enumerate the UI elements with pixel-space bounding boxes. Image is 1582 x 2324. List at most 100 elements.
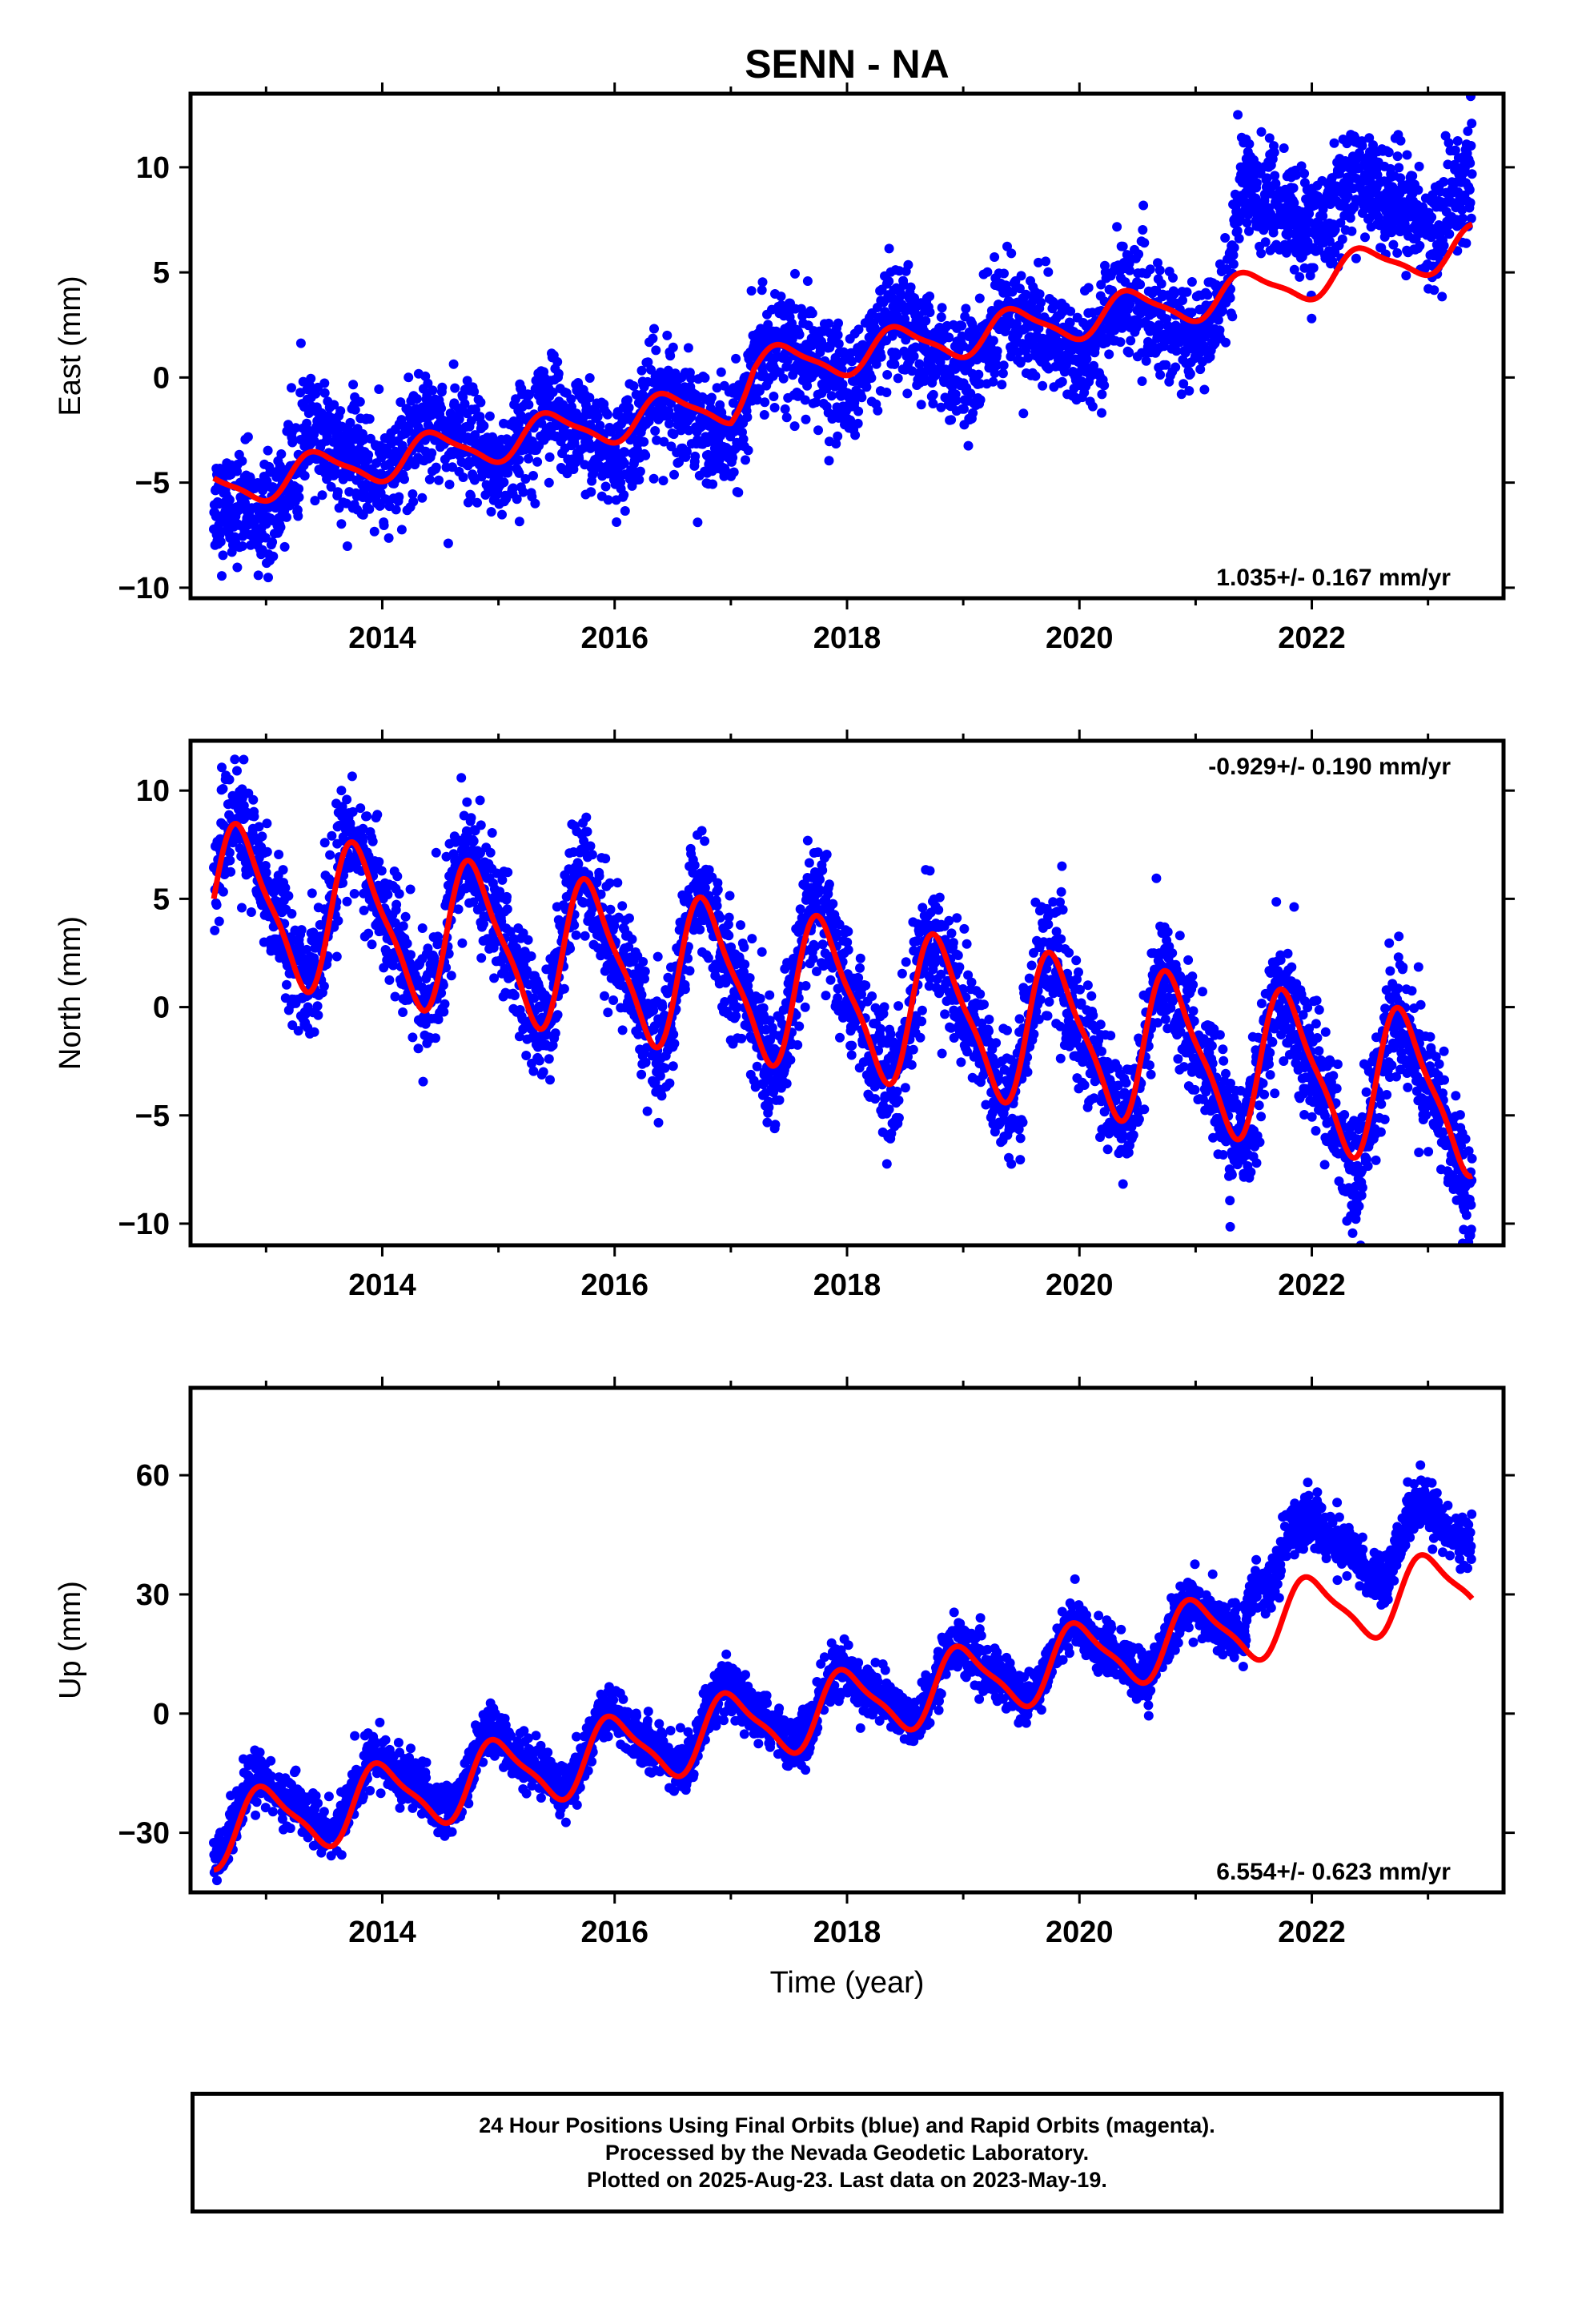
data-point — [665, 419, 674, 429]
data-point — [586, 487, 596, 497]
data-point — [1195, 364, 1206, 375]
data-point — [326, 481, 336, 492]
data-point — [243, 788, 254, 798]
data-point — [394, 889, 404, 899]
data-point — [1467, 119, 1477, 129]
data-point — [648, 333, 658, 344]
data-point — [1288, 183, 1299, 193]
data-point — [628, 381, 639, 391]
data-point — [466, 813, 476, 823]
data-point — [763, 320, 773, 330]
data-point — [456, 773, 467, 783]
east-rate-annotation: 1.035+/- 0.167 mm/yr — [1216, 565, 1451, 591]
data-point — [1401, 271, 1411, 281]
data-point — [801, 414, 811, 424]
data-point — [1097, 389, 1107, 400]
data-point — [262, 846, 272, 857]
data-point — [1465, 198, 1476, 208]
data-point — [571, 930, 581, 940]
data-point — [383, 890, 393, 899]
data-point — [623, 395, 632, 405]
data-point — [857, 392, 867, 403]
data-point — [312, 1001, 323, 1011]
data-point — [1016, 356, 1026, 367]
data-point — [246, 907, 256, 917]
data-point — [992, 360, 1002, 371]
data-point — [544, 452, 555, 462]
data-point — [957, 320, 967, 331]
data-point — [1395, 135, 1406, 146]
data-point — [391, 899, 402, 910]
data-point — [1182, 287, 1192, 297]
data-point — [218, 784, 228, 794]
data-point — [1061, 360, 1071, 370]
data-point — [1034, 257, 1043, 267]
data-point — [999, 268, 1009, 279]
data-point — [287, 383, 296, 393]
data-point — [866, 373, 877, 383]
data-point — [1184, 386, 1195, 396]
data-point — [400, 474, 409, 485]
data-point — [544, 477, 554, 488]
data-point — [640, 450, 651, 460]
data-point — [636, 990, 647, 1000]
data-point — [1415, 240, 1425, 251]
data-point — [738, 434, 749, 444]
data-point — [408, 489, 418, 499]
data-point — [1383, 147, 1394, 158]
data-point — [287, 909, 297, 919]
data-point — [636, 1069, 647, 1080]
data-point — [319, 388, 330, 398]
data-point — [1394, 163, 1404, 173]
data-point — [345, 417, 355, 428]
data-point — [342, 896, 352, 907]
data-point — [1082, 354, 1092, 364]
data-point — [347, 771, 357, 782]
data-point — [889, 359, 900, 369]
data-point — [1414, 161, 1424, 171]
data-point — [1178, 296, 1187, 305]
data-point — [349, 889, 359, 899]
x-tick-label: 2022 — [1278, 621, 1346, 655]
data-point — [584, 373, 595, 383]
data-point — [1215, 325, 1225, 336]
data-point — [359, 905, 369, 915]
data-point — [600, 854, 611, 864]
data-point — [404, 372, 414, 383]
data-point — [518, 487, 528, 497]
data-point — [1457, 205, 1468, 215]
data-point — [790, 268, 800, 279]
data-point — [1233, 110, 1243, 120]
data-point — [668, 342, 678, 352]
data-point — [1171, 346, 1182, 356]
data-point — [1168, 272, 1178, 283]
data-point — [364, 414, 375, 424]
data-point — [664, 406, 674, 416]
data-point — [215, 537, 226, 547]
data-point — [984, 357, 994, 368]
data-point — [454, 414, 464, 424]
y-tick-label: −5 — [135, 467, 170, 501]
data-point — [263, 573, 273, 583]
data-point — [319, 838, 330, 848]
data-point — [335, 406, 346, 416]
data-point — [1279, 143, 1289, 153]
data-point — [998, 368, 1008, 379]
data-point — [317, 490, 327, 501]
data-point — [963, 440, 974, 451]
data-point — [514, 517, 524, 527]
data-point — [1203, 290, 1213, 300]
data-point — [413, 1043, 424, 1054]
data-point — [1096, 279, 1106, 290]
data-point — [408, 1032, 418, 1043]
data-point — [800, 395, 810, 405]
data-point — [662, 330, 673, 340]
data-point — [905, 282, 916, 292]
data-point — [248, 794, 259, 805]
data-point — [350, 404, 360, 415]
data-point — [1354, 148, 1364, 158]
data-point — [1439, 240, 1449, 251]
data-point — [1016, 271, 1026, 281]
data-point — [649, 324, 659, 334]
